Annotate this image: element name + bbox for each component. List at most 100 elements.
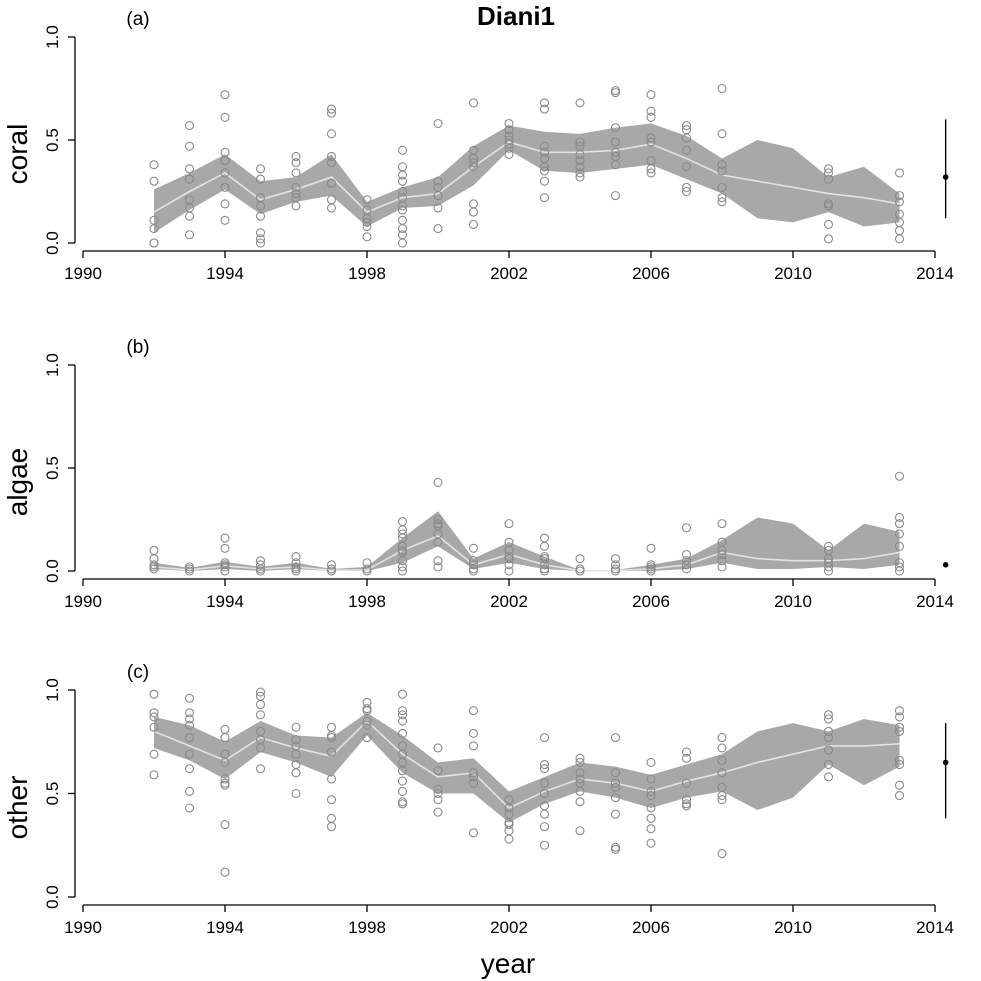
data-point [326, 195, 337, 205]
data-point [255, 228, 266, 238]
data-point [646, 112, 656, 122]
data-point [362, 716, 372, 726]
data-point [255, 201, 266, 211]
y-axis-title: algae [2, 448, 33, 517]
y-tick-label: 1.0 [43, 678, 62, 702]
data-point [610, 782, 621, 792]
data-point [539, 147, 550, 157]
data-point [539, 176, 550, 186]
data-point [894, 562, 905, 572]
data-point [468, 778, 479, 788]
data-point [326, 560, 337, 570]
data-point [575, 774, 585, 784]
data-point [681, 133, 692, 143]
data-point [255, 710, 266, 720]
mean-line [153, 719, 900, 809]
observation-points [149, 687, 905, 877]
data-point [717, 848, 727, 859]
data-point [468, 741, 479, 751]
data-point [362, 195, 372, 205]
data-point [539, 822, 550, 832]
data-point [823, 168, 834, 178]
y-tick-label: 1.0 [43, 25, 62, 49]
data-point [894, 759, 905, 770]
y-tick-label: 0.0 [43, 885, 62, 909]
data-point [397, 776, 408, 786]
data-point [433, 537, 443, 547]
data-point [717, 160, 727, 170]
data-point [575, 137, 585, 147]
confidence-band [154, 511, 900, 571]
data-point [575, 554, 585, 564]
data-point [646, 164, 656, 174]
data-point [894, 706, 905, 716]
data-point [610, 793, 621, 803]
data-point [610, 560, 621, 570]
data-point [681, 747, 692, 757]
data-point [894, 712, 905, 722]
data-point [326, 722, 337, 732]
data-point [362, 217, 372, 227]
data-point [717, 791, 727, 801]
panel-other: 1990 1994 1998 2002 2006 2010 2014 0.0 0.5 1.0 oth… [2, 662, 954, 979]
data-point [681, 145, 692, 155]
panels: 1990 1994 1998 2002 2006 2010 2014 0.0 0.5 1.0 cor… [2, 9, 954, 979]
data-point [184, 164, 195, 174]
data-point [397, 205, 408, 215]
data-point [326, 733, 337, 743]
x-tick-label: 1994 [206, 592, 244, 611]
data-point [255, 764, 266, 774]
mean-line [153, 535, 900, 572]
data-point [681, 182, 692, 192]
data-point [184, 720, 195, 730]
x-tick-label: 2014 [916, 918, 954, 937]
data-point [894, 471, 905, 481]
data-point [184, 174, 195, 184]
x-tick-label: 1990 [64, 264, 102, 283]
confidence-band [154, 123, 900, 233]
data-point [468, 566, 479, 576]
data-point [397, 186, 408, 197]
data-point [894, 726, 905, 736]
data-point [362, 706, 372, 716]
data-point [539, 764, 550, 774]
data-point [326, 104, 337, 114]
data-point [823, 201, 834, 211]
data-point [433, 743, 443, 753]
data-point [397, 728, 408, 739]
data-point [717, 755, 727, 765]
data-point [575, 162, 585, 172]
data-point [894, 780, 905, 790]
data-point [220, 543, 230, 553]
data-point [149, 176, 159, 186]
data-point [433, 118, 443, 129]
x-tick-label: 1994 [206, 264, 244, 283]
data-point [539, 560, 550, 570]
data-point [575, 566, 585, 576]
data-point [823, 234, 834, 244]
data-point [326, 178, 337, 188]
data-point [220, 819, 230, 830]
data-point [717, 743, 727, 753]
data-point [397, 566, 408, 576]
data-point [433, 788, 443, 799]
data-point [149, 708, 159, 718]
y-axis-title: coral [2, 124, 33, 185]
data-point [539, 778, 550, 788]
data-point [717, 197, 727, 207]
data-point [504, 826, 514, 836]
data-point [220, 724, 230, 734]
data-point [184, 211, 195, 221]
data-point [823, 562, 834, 572]
data-point [255, 699, 266, 710]
data-point [184, 803, 195, 813]
data-point [397, 766, 408, 776]
x-tick-label: 1998 [348, 264, 386, 283]
data-point [468, 199, 479, 209]
data-point [894, 191, 905, 201]
data-point [539, 533, 550, 543]
data-point [255, 211, 266, 221]
x-tick-label: 2006 [632, 264, 670, 283]
data-point [468, 158, 479, 168]
data-point [681, 121, 692, 131]
